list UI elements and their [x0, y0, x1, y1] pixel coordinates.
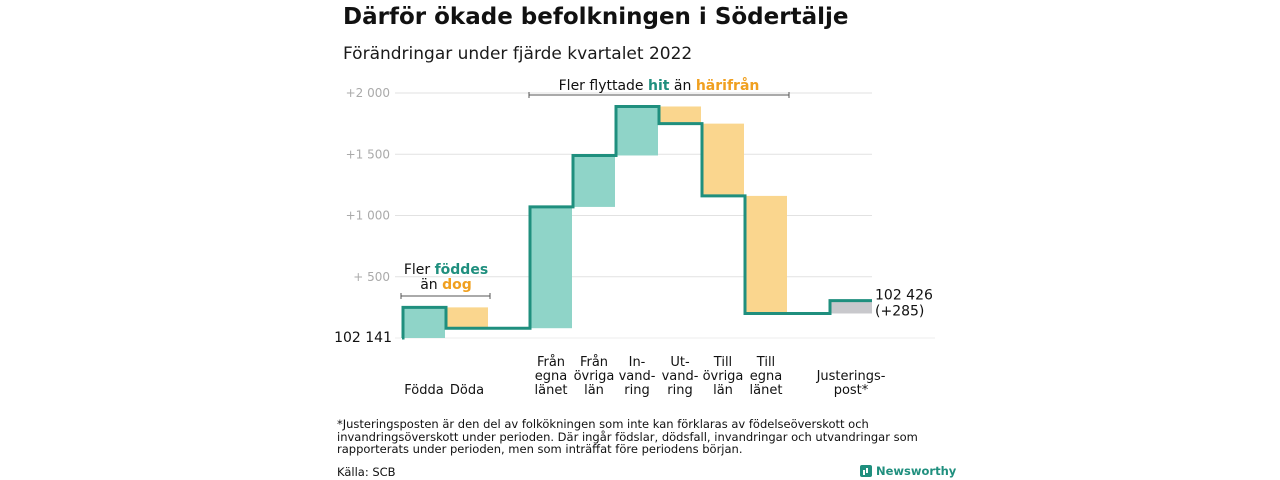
bar-1: [446, 307, 488, 329]
x-label-6-1: övriga: [703, 369, 744, 384]
bar-7: [745, 195, 787, 314]
x-label-2-2: länet: [535, 383, 568, 398]
x-label-7-1: egna: [750, 369, 782, 384]
annotation-0-segment-0-0: Fler: [404, 262, 435, 278]
bar-5: [659, 106, 701, 124]
annotation-1-line-0: Fler flyttade hit än härifrån: [559, 77, 760, 94]
x-label-4-1: vand-: [619, 369, 656, 384]
x-label-8-0: Justerings-: [816, 369, 886, 384]
y-tick-label-1: +1 000: [346, 209, 390, 223]
start-value-label: 102 141: [334, 330, 392, 346]
x-label-5-2: ring: [667, 383, 692, 398]
annotation-0-segment-1-0: än: [420, 277, 442, 293]
cumulative-step-line: [401, 104, 872, 340]
x-label-8-1: post*: [834, 383, 869, 398]
x-label-7-0: Till: [756, 355, 775, 370]
x-label-5-0: Ut-: [670, 355, 690, 370]
y-tick-label-0: + 500: [353, 270, 390, 284]
end-value-label: 102 426: [875, 288, 933, 304]
bar-8: [830, 300, 872, 314]
chart-subtitle: Förändringar under fjärde kvartalet 2022: [343, 44, 693, 64]
x-label-0-0: Födda: [404, 383, 443, 398]
x-label-6-2: län: [713, 383, 733, 398]
y-tick-label-2: +1 500: [346, 147, 390, 161]
bar-6: [702, 123, 744, 196]
footnote: *Justeringsposten är den del av folkökni…: [337, 417, 918, 456]
newsworthy-icon: [860, 465, 872, 477]
x-label-3-0: Från: [580, 355, 608, 370]
bar-2: [530, 206, 572, 329]
x-label-1-0: Döda: [450, 383, 484, 398]
x-label-7-2: länet: [750, 383, 783, 398]
bar-3: [573, 155, 615, 207]
waterfall-chart: + 500 +1 000 +1 500 +2 000 102 141 102 426(+2…: [334, 77, 935, 398]
source-label: Källa: SCB: [337, 465, 396, 479]
brand-name: Newsworthy: [876, 464, 957, 478]
bar-4: [616, 106, 658, 156]
x-label-4-0: In-: [629, 355, 646, 370]
bar-0: [403, 307, 445, 338]
x-label-5-1: vand-: [662, 369, 699, 384]
annotation-0-line-0: Fler föddes: [404, 262, 488, 278]
end-change-label: (+285): [875, 304, 924, 320]
annotation-1-segment-0-1: hit: [648, 78, 670, 94]
chart-title: Därför ökade befolkningen i Södertälje: [343, 4, 849, 30]
x-label-6-0: Till: [713, 355, 732, 370]
annotation-1-segment-0-3: härifrån: [696, 77, 760, 94]
annotation-0-line-1: än dog: [420, 277, 472, 293]
x-label-3-2: län: [584, 383, 604, 398]
y-tick-label-3: +2 000: [346, 86, 390, 100]
annotation-1-segment-0-2: än: [669, 78, 695, 94]
annotation-0-segment-1-1: dog: [442, 277, 472, 293]
x-label-3-1: övriga: [574, 369, 615, 384]
x-label-2-1: egna: [535, 369, 567, 384]
newsworthy-logo[interactable]: Newsworthy: [860, 464, 956, 478]
x-label-4-2: ring: [624, 383, 649, 398]
annotation-1-segment-0-0: Fler flyttade: [559, 78, 648, 94]
annotation-0-segment-0-1: föddes: [435, 262, 489, 278]
x-label-2-0: Från: [537, 355, 565, 370]
